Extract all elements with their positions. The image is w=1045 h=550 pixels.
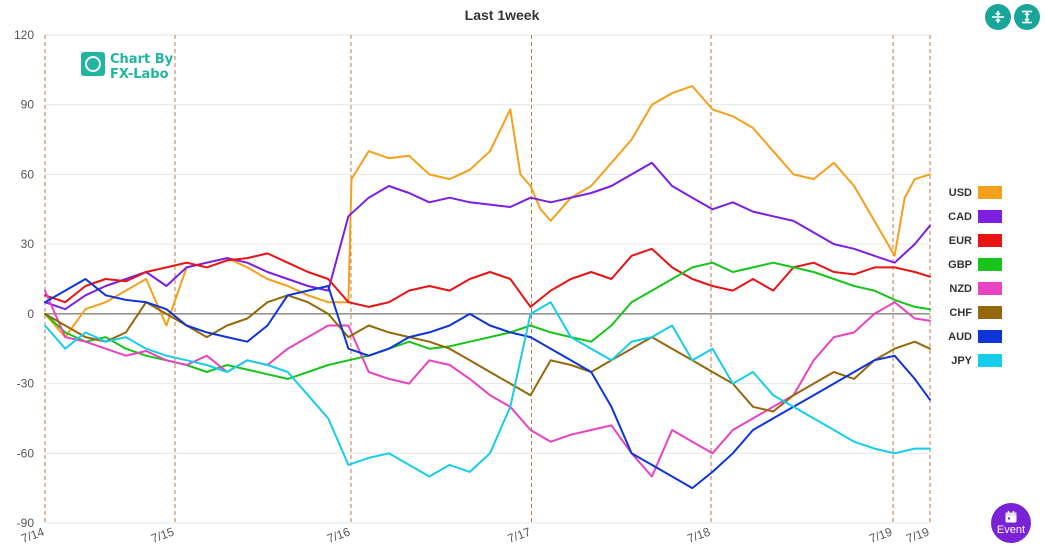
legend-label-jpy: JPY — [951, 355, 972, 367]
event-button[interactable]: Event — [991, 503, 1031, 543]
legend-swatch-cad — [978, 210, 1002, 223]
legend-swatch-eur — [978, 234, 1002, 247]
y-tick-label: -90 — [17, 516, 35, 530]
expand-button[interactable] — [1014, 4, 1040, 30]
x-tick-label: 7/16 — [325, 525, 352, 546]
fx-labo-logo: Chart By FX-Labo — [81, 52, 174, 82]
x-tick-label: 7/19 — [904, 525, 931, 546]
legend-label-eur: EUR — [949, 235, 972, 247]
x-tick-label: 7/19 — [867, 525, 894, 546]
logo-mark — [85, 56, 101, 72]
chart-title: Last 1week — [465, 7, 540, 23]
event-label: Event — [996, 524, 1026, 536]
series-line-gbp — [44, 261, 931, 380]
legend-swatch-usd — [978, 186, 1002, 199]
y-axis: 120 90 60 30 0 -30 -60 -90 — [14, 28, 34, 530]
logo-icon — [81, 52, 105, 76]
logo-line-1: Chart By — [110, 52, 174, 67]
y-tick-label: 60 — [21, 167, 35, 181]
series-line-usd — [44, 85, 931, 339]
compress-icon — [992, 11, 1004, 23]
y-tick-label: -30 — [17, 377, 35, 391]
series-line-cad — [44, 161, 931, 311]
legend-label-aud: AUD — [948, 331, 972, 343]
legend-swatch-gbp — [978, 258, 1002, 271]
legend-swatch-nzd — [978, 282, 1002, 295]
legend: USD CAD EUR GBP NZD CHF AUD JPY — [948, 186, 1002, 367]
series-line-chf — [44, 294, 931, 413]
grid — [44, 34, 931, 524]
series-line-jpy — [44, 301, 931, 478]
y-tick-label: 30 — [21, 237, 35, 251]
series-line-eur — [44, 247, 931, 308]
y-tick-label: 90 — [21, 98, 35, 112]
calendar-icon — [1005, 511, 1017, 523]
legend-label-gbp: GBP — [948, 259, 972, 271]
legend-label-cad: CAD — [948, 211, 972, 223]
y-tick-label: 120 — [14, 28, 34, 42]
y-tick-label: -60 — [17, 446, 35, 460]
logo-line-2: FX-Labo — [110, 67, 169, 82]
x-tick-label: 7/15 — [149, 525, 176, 546]
x-tick-label: 7/18 — [685, 525, 712, 546]
series-lines — [44, 85, 931, 490]
y-tick-label: 0 — [27, 307, 34, 321]
legend-label-chf: CHF — [949, 307, 972, 319]
legend-label-nzd: NZD — [949, 283, 972, 295]
series-line-aud — [44, 278, 931, 490]
x-axis: 7/14 7/15 7/16 7/17 7/18 7/19 7/19 — [19, 525, 931, 546]
expand-icon — [1022, 10, 1032, 24]
compress-button[interactable] — [985, 4, 1011, 30]
legend-swatch-aud — [978, 330, 1002, 343]
x-tick-label: 7/17 — [506, 525, 533, 546]
legend-swatch-chf — [978, 306, 1002, 319]
legend-label-usd: USD — [949, 187, 972, 199]
legend-swatch-jpy — [978, 354, 1002, 367]
